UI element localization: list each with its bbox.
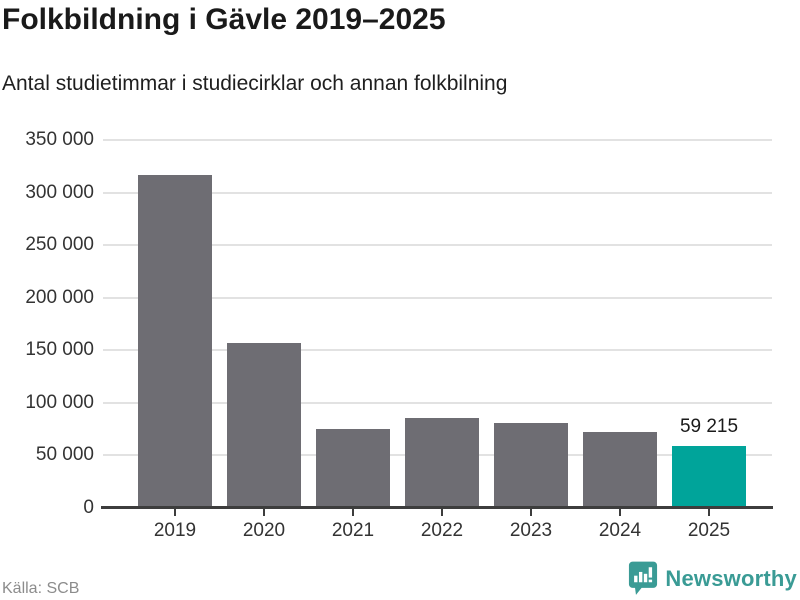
bar-2020 bbox=[227, 343, 301, 508]
y-axis-tick-label: 200 000 bbox=[25, 287, 94, 308]
x-axis-tick bbox=[263, 509, 265, 516]
chart-subtitle: Antal studietimmar i studiecirklar och a… bbox=[2, 72, 508, 95]
x-axis-tick bbox=[174, 509, 176, 516]
y-axis-tick-label: 250 000 bbox=[25, 234, 94, 255]
x-axis-tick-label: 2019 bbox=[153, 520, 197, 541]
x-axis-tick-label: 2021 bbox=[331, 520, 375, 541]
y-axis-tick-label: 0 bbox=[83, 497, 94, 518]
bar-2025 bbox=[672, 446, 746, 508]
x-axis-line bbox=[101, 506, 773, 509]
bar-2022 bbox=[405, 418, 479, 508]
x-axis-tick bbox=[530, 509, 532, 516]
x-axis-tick bbox=[441, 509, 443, 516]
newsworthy-chart-bubble-icon bbox=[628, 561, 658, 596]
highlight-value-label: 59 215 bbox=[679, 416, 739, 437]
y-axis-tick-label: 300 000 bbox=[25, 182, 94, 203]
y-gridline bbox=[103, 297, 772, 299]
bar-2024 bbox=[583, 432, 657, 508]
x-axis-tick bbox=[619, 509, 621, 516]
bar-2023 bbox=[494, 423, 568, 508]
y-axis-tick-label: 50 000 bbox=[35, 444, 94, 465]
brand-name: Newsworthy bbox=[665, 565, 797, 591]
y-gridline bbox=[103, 244, 772, 246]
brand-link[interactable]: Newsworthy bbox=[628, 561, 797, 596]
y-axis-tick-label: 350 000 bbox=[25, 129, 94, 150]
bar-2021 bbox=[316, 429, 390, 508]
y-gridline bbox=[103, 349, 772, 351]
y-axis-tick-label: 150 000 bbox=[25, 339, 94, 360]
x-axis-tick-label: 2025 bbox=[687, 520, 731, 541]
y-gridline bbox=[103, 192, 772, 194]
x-axis-tick bbox=[352, 509, 354, 516]
y-axis-tick-label: 100 000 bbox=[25, 392, 94, 413]
source-note: Källa: SCB bbox=[2, 580, 80, 597]
x-axis-tick bbox=[708, 509, 710, 516]
y-gridline bbox=[103, 402, 772, 404]
chart-title: Folkbildning i Gävle 2019–2025 bbox=[2, 3, 446, 36]
x-axis-tick-label: 2023 bbox=[509, 520, 553, 541]
x-axis-tick-label: 2022 bbox=[420, 520, 464, 541]
y-gridline bbox=[103, 139, 772, 141]
x-axis-tick-label: 2024 bbox=[598, 520, 642, 541]
x-axis-tick-label: 2020 bbox=[242, 520, 286, 541]
bar-2019 bbox=[138, 175, 212, 508]
